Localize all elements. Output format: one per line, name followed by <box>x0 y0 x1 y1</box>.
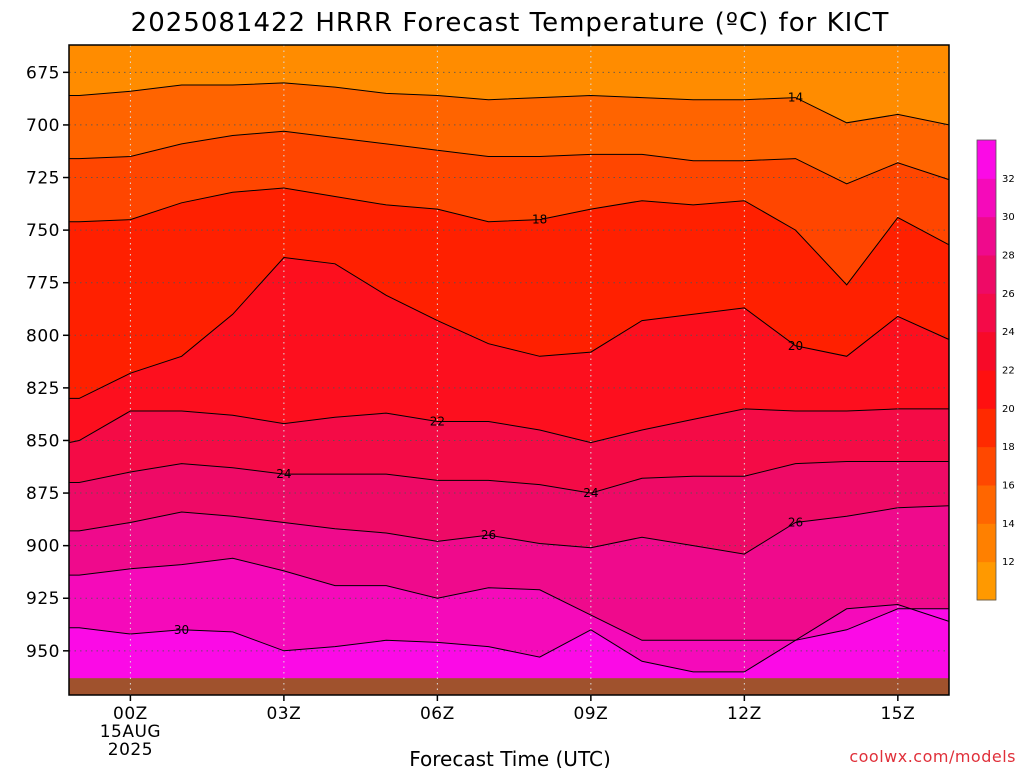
x-tick-label: 15Z <box>880 704 915 724</box>
colorbar-label: 16 <box>1002 481 1015 492</box>
x-tick-label: 09Z <box>573 704 608 724</box>
y-tick-label: 675 <box>26 63 60 83</box>
isotherm-line <box>69 130 950 185</box>
colorbar-label: 26 <box>1002 289 1015 300</box>
colorbar-swatch <box>977 485 996 524</box>
y-axis: 675 700 725 750 775 800 825 850 875 900 925 950 <box>26 63 69 662</box>
isotherm-label: 24 <box>276 467 291 481</box>
colorbar-swatch <box>977 408 996 448</box>
colorbar-frame <box>976 139 997 601</box>
chart-title: 2025081422 HRRR Forecast Temperature (ºC… <box>131 8 890 38</box>
isotherm-line <box>69 608 949 673</box>
y-tick-label: 850 <box>26 431 60 451</box>
x-tick-label: 00Z <box>113 704 148 724</box>
colorbar-swatch <box>977 255 996 294</box>
colorbar: 12 14 16 18 20 22 24 26 28 30 32 <box>976 139 1015 601</box>
colorbar-swatch <box>977 293 996 333</box>
colorbar-swatch <box>977 331 996 371</box>
colorbar-label: 18 <box>1002 442 1015 453</box>
x-axis-label: Forecast Time (UTC) <box>409 747 611 768</box>
colorbar-label: 14 <box>1002 519 1015 530</box>
isotherm-line <box>69 187 950 286</box>
isotherm-label: 18 <box>532 213 547 227</box>
y-tick-label: 700 <box>26 116 60 136</box>
temperature-bands <box>68 44 950 696</box>
contour-lines: 14 18 20 22 24 24 26 26 30 <box>68 82 950 673</box>
colorbar-label: 22 <box>1002 366 1015 377</box>
y-tick-label: 825 <box>26 379 60 399</box>
y-tick-label: 925 <box>26 589 60 609</box>
isotherm-label: 30 <box>174 623 189 637</box>
x-tick-label: 06Z <box>420 704 455 724</box>
colorbar-swatch <box>977 561 996 601</box>
y-tick-label: 775 <box>26 274 60 294</box>
horizontal-gridlines <box>69 71 949 652</box>
y-tick-label: 950 <box>26 642 60 662</box>
y-tick-label: 900 <box>26 537 60 557</box>
colorbar-label: 30 <box>1002 212 1015 223</box>
colorbar-label: 24 <box>1002 327 1015 338</box>
colorbar-swatch <box>977 446 996 486</box>
plot-frame <box>68 44 950 696</box>
colorbar-swatch <box>977 370 996 409</box>
y-tick-label: 875 <box>26 484 60 504</box>
colorbar-swatch <box>977 140 996 179</box>
isotherm-label: 26 <box>481 528 496 542</box>
x-tick-sublabel: 2025 <box>108 740 153 760</box>
colorbar-label: 20 <box>1002 404 1015 415</box>
isotherm-line <box>68 408 949 444</box>
isotherm-label: 22 <box>430 415 445 429</box>
ground-layer <box>69 678 949 695</box>
vertical-gridlines <box>129 45 899 695</box>
isotherm-line <box>69 82 950 126</box>
isotherm-line <box>69 256 950 399</box>
colorbar-swatch <box>977 523 996 563</box>
x-tick-label: 12Z <box>727 704 762 724</box>
colorbar-swatch <box>977 178 996 218</box>
colorbar-label: 12 <box>1002 557 1015 568</box>
isotherm-label: 20 <box>788 339 803 353</box>
ground-fill <box>69 678 949 695</box>
isotherm-label: 14 <box>788 91 803 105</box>
isotherm-line <box>69 461 949 494</box>
colorbar-label: 28 <box>1002 251 1015 262</box>
isotherm-label: 26 <box>788 516 803 530</box>
isotherm-line <box>69 505 950 555</box>
y-tick-label: 750 <box>26 221 60 241</box>
colorbar-label: 32 <box>1002 174 1015 185</box>
watermark: coolwx.com/models <box>849 747 1016 766</box>
colorbar-swatch <box>977 216 996 256</box>
isotherm-label: 24 <box>583 486 598 500</box>
y-tick-label: 725 <box>26 169 60 189</box>
x-tick-label: 03Z <box>266 704 301 724</box>
x-tick-sublabel: 15AUG <box>100 722 161 742</box>
y-tick-label: 800 <box>26 326 60 346</box>
